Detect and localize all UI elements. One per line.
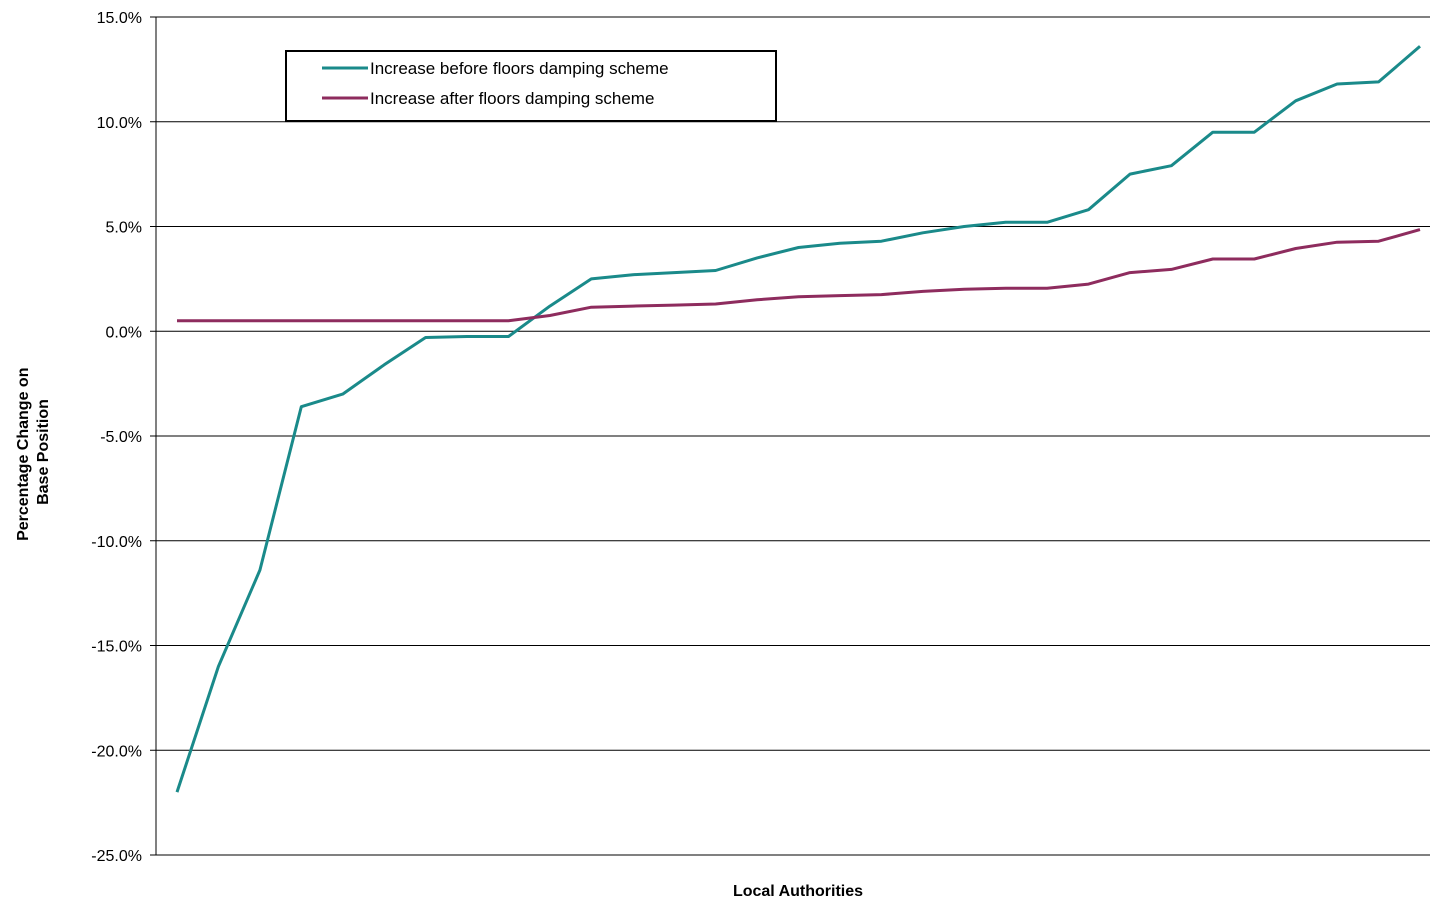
series-line-before bbox=[175, 45, 1421, 793]
series-lines bbox=[175, 45, 1421, 793]
x-axis-title: Local Authorities bbox=[733, 883, 863, 900]
legend-label-before: Increase before floors damping scheme bbox=[370, 59, 669, 78]
y-axis-title-line-2: Base Position bbox=[35, 399, 52, 505]
y-tick-label: 5.0% bbox=[106, 220, 142, 237]
axis-labels: Local Authorities Percentage Change on B… bbox=[15, 10, 863, 900]
y-tick-label: -10.0% bbox=[91, 534, 142, 551]
y-tick-label: -25.0% bbox=[91, 848, 142, 865]
series-line-after bbox=[177, 228, 1421, 323]
y-tick-label: 15.0% bbox=[97, 10, 142, 27]
gridlines bbox=[156, 16, 1430, 856]
axes bbox=[150, 16, 157, 856]
y-axis-title: Percentage Change on Base Position bbox=[15, 363, 52, 541]
legend: Increase before floors damping scheme In… bbox=[285, 50, 777, 122]
y-tick-label: 0.0% bbox=[106, 324, 142, 341]
y-tick-label: -15.0% bbox=[91, 639, 142, 656]
legend-label-after: Increase after floors damping scheme bbox=[370, 89, 654, 108]
y-axis-title-line-1: Percentage Change on bbox=[15, 368, 32, 541]
legend-box bbox=[285, 50, 777, 122]
y-tick-label: -20.0% bbox=[91, 743, 142, 760]
y-tick-label: 10.0% bbox=[97, 115, 142, 132]
y-tick-label: -5.0% bbox=[100, 429, 142, 446]
